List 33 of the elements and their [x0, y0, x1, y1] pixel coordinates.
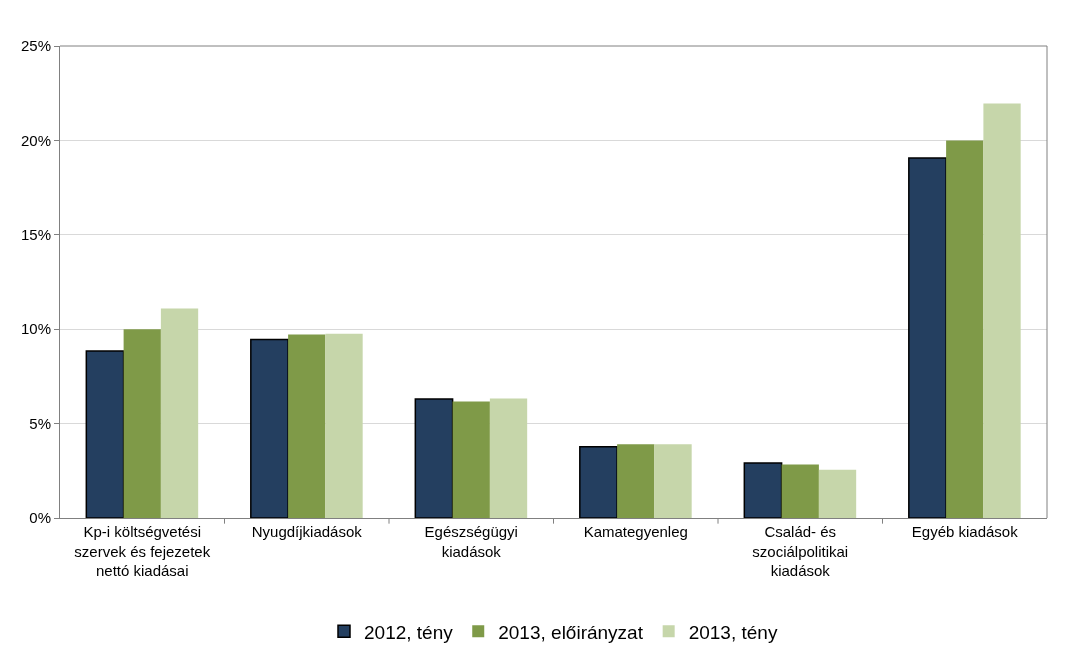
legend-label: 2013, előirányzat	[498, 621, 644, 643]
bar	[288, 334, 326, 518]
bar	[85, 350, 125, 518]
bar	[489, 398, 528, 518]
bar	[452, 401, 490, 518]
y-tick-label: 20%	[20, 131, 51, 149]
x-tick-label: Nyugdíjkiadások	[251, 523, 363, 540]
bar	[818, 469, 857, 518]
x-tick-label: Egyéb kiadások	[911, 523, 1019, 540]
bar	[579, 446, 618, 518]
x-tick-label: Kp-i költségvetési szervek és fejezetek nettó kiadásai	[74, 523, 211, 579]
bar	[123, 329, 161, 518]
bar	[250, 338, 289, 518]
y-tick-label: 5%	[29, 414, 51, 432]
bar	[946, 140, 984, 518]
bar	[654, 444, 692, 518]
bar	[414, 398, 454, 518]
legend-label: 2012, tény	[364, 621, 454, 643]
x-tick-label: Egészségügyi kiadások	[424, 523, 518, 560]
bar	[983, 103, 1021, 518]
y-tick-label: 0%	[29, 509, 51, 527]
bar	[781, 464, 819, 518]
x-tick-label: Család- és szociálpolitikai kiadások	[752, 523, 849, 579]
y-tick-label: 10%	[20, 320, 51, 338]
bar	[617, 444, 655, 518]
bar	[908, 157, 947, 518]
x-tick-label: Kamategyenleg	[583, 523, 688, 540]
y-tick-label: 15%	[20, 226, 51, 244]
legend-label: 2013, tény	[688, 621, 778, 643]
y-tick-label: 25%	[20, 37, 51, 55]
bar	[160, 308, 199, 518]
bar	[325, 333, 363, 518]
bar	[743, 462, 783, 518]
